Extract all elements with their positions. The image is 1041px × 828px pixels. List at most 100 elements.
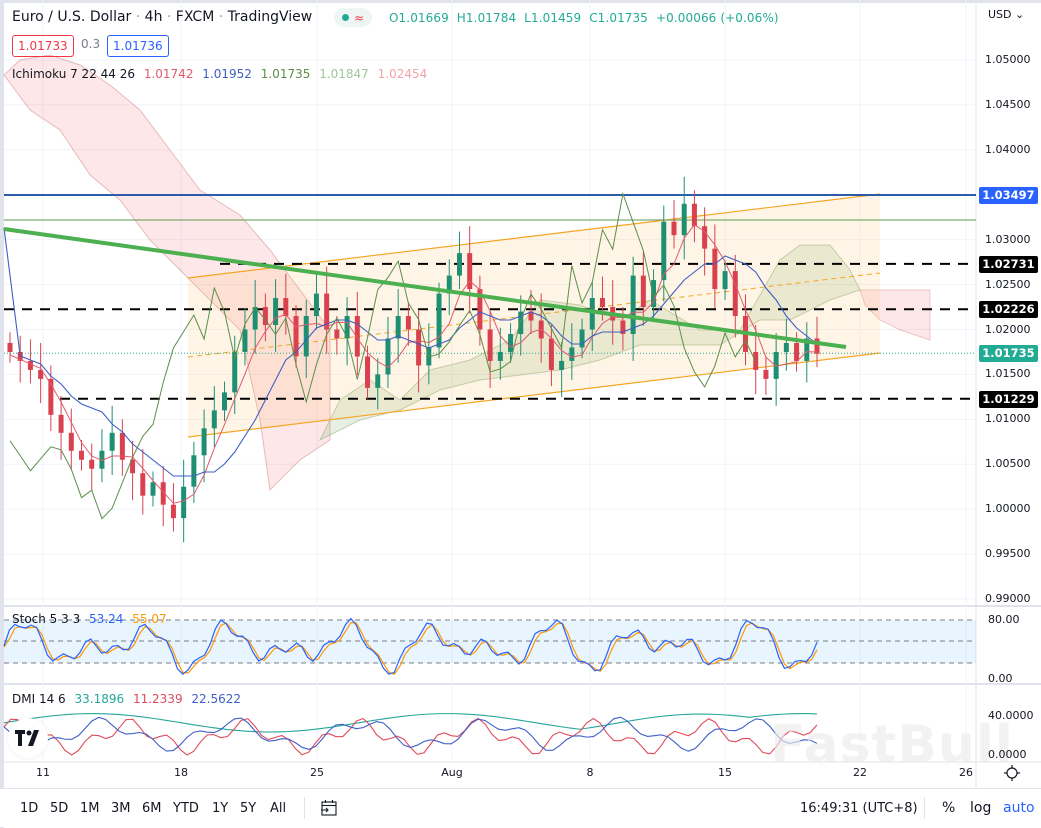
candle-body <box>569 347 575 361</box>
candle-body <box>354 316 360 357</box>
candle-body <box>814 338 820 354</box>
candle-body <box>262 307 268 326</box>
symbol-title[interactable]: Euro / U.S. Dollar · 4h · FXCM · Trading… <box>12 9 313 25</box>
buy-button[interactable]: 1.01736 <box>107 35 169 57</box>
range-button-ytd[interactable]: YTD <box>173 801 199 816</box>
range-button-1d[interactable]: 1D <box>20 801 39 816</box>
dmi-legend[interactable]: DMI 14 6 33.1896 11.2339 22.5622 <box>12 692 246 706</box>
descending-trendline[interactable] <box>3 227 847 349</box>
exchange: FXCM <box>175 9 215 25</box>
toolbar-divider <box>924 797 925 819</box>
spread-value: 0.3 <box>81 37 101 51</box>
candle-body <box>477 289 483 330</box>
candle-body <box>211 410 217 429</box>
candle-body <box>497 351 503 361</box>
time-tick-label: 8 <box>586 766 594 779</box>
currency-selector[interactable]: USD ⌄ <box>988 8 1025 21</box>
candle-body <box>630 275 636 334</box>
candle-body <box>252 307 258 330</box>
range-button-1m[interactable]: 1M <box>80 801 100 816</box>
candle-body <box>385 338 391 375</box>
data-delay-wave-icon: ≈ <box>353 10 365 25</box>
range-button-6m[interactable]: 6M <box>142 801 162 816</box>
log-scale-toggle[interactable]: log <box>970 800 992 816</box>
candle-body <box>344 316 350 339</box>
channel-lower-line[interactable] <box>187 352 881 438</box>
ichimoku-conversion: 1.01742 <box>143 67 194 81</box>
candle-body <box>7 342 13 352</box>
price-tick-label: 1.04500 <box>985 97 1031 111</box>
price-tick-label: 1.00000 <box>985 502 1031 516</box>
candle-body <box>763 369 769 379</box>
price-tick-label: 1.01500 <box>985 367 1031 381</box>
go-to-date-calendar-icon[interactable] <box>320 799 338 817</box>
dmi-adx-line <box>3 713 818 733</box>
ichimoku-cloud-bearish <box>3 54 331 492</box>
candle-body <box>651 280 657 308</box>
time-tick-label: 11 <box>36 766 50 779</box>
ichimoku-span-a: 1.01847 <box>319 67 369 81</box>
range-button-5d[interactable]: 5D <box>50 801 69 816</box>
bottom-toolbar: 1D 5D 1M 3M 6M YTD 1Y 5Y All 16:49:31 (UTC+8) % … <box>0 788 1041 827</box>
candle-body <box>661 221 667 281</box>
candle-body <box>671 221 677 236</box>
stoch-tick-label: 0.00 <box>988 672 1013 685</box>
candle-body <box>405 316 411 330</box>
candle-body <box>395 316 401 339</box>
candle-body <box>416 329 422 366</box>
candle-body <box>181 486 187 519</box>
stoch-tick-label: 80.00 <box>988 613 1020 626</box>
market-status-pill[interactable]: ≈ <box>334 8 372 27</box>
range-button-5y[interactable]: 5Y <box>240 801 257 816</box>
ichimoku-lagging: 1.01735 <box>260 67 311 81</box>
range-button-1y[interactable]: 1Y <box>212 801 229 816</box>
time-tick-label: 25 <box>310 766 324 779</box>
sell-button[interactable]: 1.01733 <box>12 35 74 57</box>
stoch-legend[interactable]: Stoch 5 3 3 53.24 55.07 <box>12 612 172 626</box>
candle-body <box>456 253 462 276</box>
candle-body <box>68 432 74 451</box>
candle-body <box>599 298 605 308</box>
candle-body <box>436 293 442 348</box>
close-value: C1.01735 <box>589 11 649 25</box>
parallel-channel-fill[interactable] <box>188 194 880 437</box>
candle-body <box>324 293 330 330</box>
symbol-name: Euro / U.S. Dollar <box>12 9 132 25</box>
price-tick-label: 0.99500 <box>985 547 1031 561</box>
candle-body <box>794 342 800 361</box>
time-tick-label: 26 <box>959 766 973 779</box>
time-tick-label: 15 <box>718 766 732 779</box>
candle-body <box>191 455 197 487</box>
toolbar-divider <box>304 797 305 819</box>
auto-scale-toggle[interactable]: auto <box>1003 800 1035 816</box>
open-value: O1.01669 <box>389 11 449 25</box>
time-tick-label: 22 <box>853 766 867 779</box>
candle-body <box>89 459 95 469</box>
candle-body <box>79 450 85 460</box>
chart-settings-gear-icon[interactable] <box>1003 764 1021 782</box>
candle-body <box>681 203 687 236</box>
range-button-3m[interactable]: 3M <box>111 801 131 816</box>
candle-body <box>548 338 554 370</box>
time-tick-label: Aug <box>441 766 463 779</box>
candle-body <box>232 351 238 393</box>
market-open-dot-icon <box>341 14 349 21</box>
dmi-tick-label: 40.0000 <box>988 709 1034 722</box>
ichimoku-base: 1.01952 <box>202 67 252 81</box>
stoch-d-line <box>3 621 818 676</box>
range-button-all[interactable]: All <box>270 801 287 816</box>
percent-scale-toggle[interactable]: % <box>942 800 956 816</box>
candle-body <box>467 253 473 290</box>
tradingview-logo[interactable] <box>8 718 48 758</box>
ichimoku-legend[interactable]: Ichimoku 7 22 44 26 1.01742 1.01952 1.01… <box>12 67 432 81</box>
dmi-label: DMI 14 6 <box>12 692 66 706</box>
channel-upper-line[interactable] <box>187 193 881 279</box>
change-value: +0.00066 (+0.06%) <box>655 11 779 25</box>
candle-body <box>222 392 228 411</box>
candle-body <box>528 311 534 321</box>
clock-timezone[interactable]: 16:49:31 (UTC+8) <box>800 801 918 816</box>
horizontal-level-2-badge: 1.02226 <box>979 301 1038 319</box>
candle-body <box>620 320 626 334</box>
interval: 4h <box>144 9 163 25</box>
